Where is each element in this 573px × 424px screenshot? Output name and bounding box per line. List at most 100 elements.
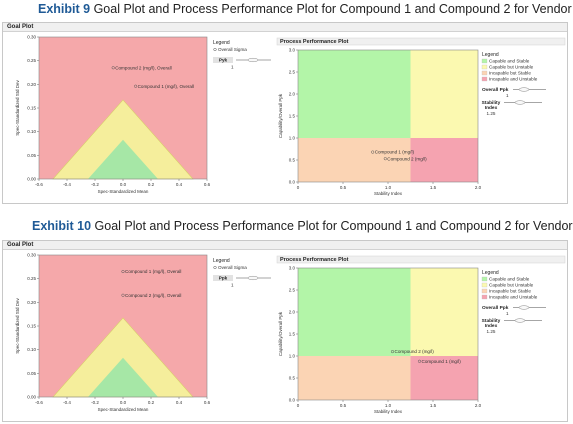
region-incapable-unstable <box>410 138 478 182</box>
x-tick-label: -0.6 <box>35 182 43 187</box>
goal-region-inner <box>88 139 158 179</box>
region-incapable-unstable <box>410 356 478 400</box>
stability-label-2: Index <box>485 323 498 329</box>
ppp-point-label: Compound 2 (mg/l) <box>387 156 427 161</box>
x-tick-label: 0.0 <box>120 400 127 405</box>
region-capable-stable <box>298 50 411 138</box>
y-tick-label: 0.30 <box>27 253 36 258</box>
x-tick-label: -0.6 <box>35 400 43 405</box>
exhibit-number: Exhibit 10 <box>32 219 92 233</box>
goal-point <box>111 66 115 70</box>
pyk-slider-thumb <box>247 275 259 281</box>
y-tick-label: 1.5 <box>289 114 296 119</box>
overall-ppk-value: 1 <box>506 311 509 316</box>
exhibit-10-heading: Exhibit 10 Goal Plot and Process Perform… <box>32 219 573 237</box>
ppp-legend-swatch <box>481 70 488 76</box>
ppp-legend-item: Incapable and Unstable <box>489 295 538 300</box>
ppp-legend-item: Capable but Unstable <box>489 283 534 288</box>
ppp-legend-title: Legend <box>482 270 499 276</box>
x-tick-label: 0.5 <box>340 403 347 408</box>
x-tick-label: 0.2 <box>148 400 155 405</box>
exhibit-number: Exhibit 9 <box>38 2 91 16</box>
ppp-legend-item: Capable and Stable <box>489 277 530 282</box>
legend-marker <box>213 265 217 270</box>
ppp-panel-header <box>276 255 566 264</box>
y-tick-label: 0.25 <box>27 58 36 63</box>
x-axis-label: Spec-Standardized Mean <box>98 407 149 412</box>
ppp-point-label: Compound 2 (mg/l) <box>395 349 435 354</box>
x-tick-label: 0 <box>297 185 300 190</box>
ppp-legend-title: Legend <box>482 52 499 58</box>
x-tick-label: 0.2 <box>148 182 155 187</box>
y-tick-label: 2.5 <box>289 70 296 75</box>
exhibit-title: Goal Plot and Process Performance Plot f… <box>93 2 573 16</box>
ppp-point <box>390 350 395 354</box>
ppk-slider-thumb <box>518 87 530 92</box>
pyk-label-bg <box>213 275 233 281</box>
ppp-legend-swatch <box>481 76 488 82</box>
y-tick-label: 0.30 <box>27 35 36 40</box>
pyk-label-bg <box>213 57 233 63</box>
ppp-point-label: Compound 1 (mg/l) <box>375 150 415 155</box>
stability-value: 1.25 <box>487 111 496 116</box>
x-tick-label: 0.0 <box>120 182 127 187</box>
ppp-panel-title: Process Performance Plot <box>280 39 349 45</box>
y-tick-label: 1.0 <box>289 354 296 359</box>
y-tick-label: 0.00 <box>27 395 36 400</box>
y-tick-label: 2.5 <box>289 288 296 293</box>
ppp-legend-swatch <box>481 64 488 70</box>
pyk-value: 1 <box>231 283 234 288</box>
panel-title: Goal Plot <box>3 23 567 32</box>
y-tick-label: 0.0 <box>289 180 296 185</box>
ppp-legend-item: Capable and Stable <box>489 59 530 64</box>
y-tick-label: 0.25 <box>27 276 36 281</box>
region-incapable-stable <box>298 138 411 182</box>
stability-label-1: Stability <box>482 100 501 106</box>
legend-title: Legend <box>213 40 230 46</box>
y-tick-label: 0.5 <box>289 376 296 381</box>
y-tick-label: 0.05 <box>27 371 36 376</box>
ppp-legend-item: Incapable but Stable <box>489 71 531 76</box>
goal-point-label: Compound 2 (mg/l), Overall <box>125 293 181 298</box>
y-tick-label: 3.0 <box>289 266 296 271</box>
x-tick-label: 0.4 <box>176 182 183 187</box>
overall-ppk-value: 1 <box>506 93 509 98</box>
ppp-point <box>371 150 375 154</box>
ppp-legend-item: Incapable and Unstable <box>489 77 538 82</box>
region-capable-unstable <box>410 268 478 356</box>
x-axis-label: Stability Index <box>374 409 403 414</box>
x-tick-label: 1.5 <box>430 403 437 408</box>
ppp-legend-swatch <box>481 276 488 282</box>
exhibit-10-panel: Goal Plot -0.6 -0.4 -0.2 0.0 0.2 0.4 0.6 0.00 0.… <box>2 240 568 422</box>
goal-point <box>121 270 125 274</box>
x-tick-label: 0.6 <box>204 400 211 405</box>
x-tick-label: 0 <box>297 403 300 408</box>
region-incapable-stable <box>298 356 411 400</box>
y-tick-label: 0.00 <box>27 177 36 182</box>
pyk-label: Ppk <box>219 276 228 281</box>
y-tick-label: 0.5 <box>289 158 296 163</box>
y-tick-label: 0.15 <box>27 106 36 111</box>
y-tick-label: 0.20 <box>27 300 36 305</box>
x-tick-label: 1.0 <box>385 185 392 190</box>
region-capable-stable <box>298 268 411 356</box>
x-tick-label: 1.5 <box>430 185 437 190</box>
ppp-point <box>417 359 422 363</box>
pyk-slider-thumb <box>247 57 259 63</box>
legend-title: Legend <box>213 258 230 264</box>
overall-ppk-label: Overall Ppk <box>482 87 509 93</box>
stability-value: 1.25 <box>487 329 496 334</box>
y-tick-label: 0.20 <box>27 82 36 87</box>
x-tick-label: 1.0 <box>385 403 392 408</box>
x-tick-label: 0.5 <box>340 185 347 190</box>
y-tick-label: 1.0 <box>289 136 296 141</box>
legend-item: Overall Sigma <box>218 265 247 270</box>
ppp-legend-swatch <box>481 58 488 64</box>
x-tick-label: 2.0 <box>475 185 482 190</box>
x-tick-label: 2.0 <box>475 403 482 408</box>
x-tick-label: 0.4 <box>176 400 183 405</box>
ppp-legend-swatch <box>481 288 488 294</box>
ppp-legend-item: Incapable but Stable <box>489 289 531 294</box>
exhibit-9-panel: Goal Plot -0.6 -0.4 -0.2 0.0 0.2 0.4 0.6 0.00 0.… <box>2 22 568 204</box>
y-tick-label: 0.15 <box>27 324 36 329</box>
